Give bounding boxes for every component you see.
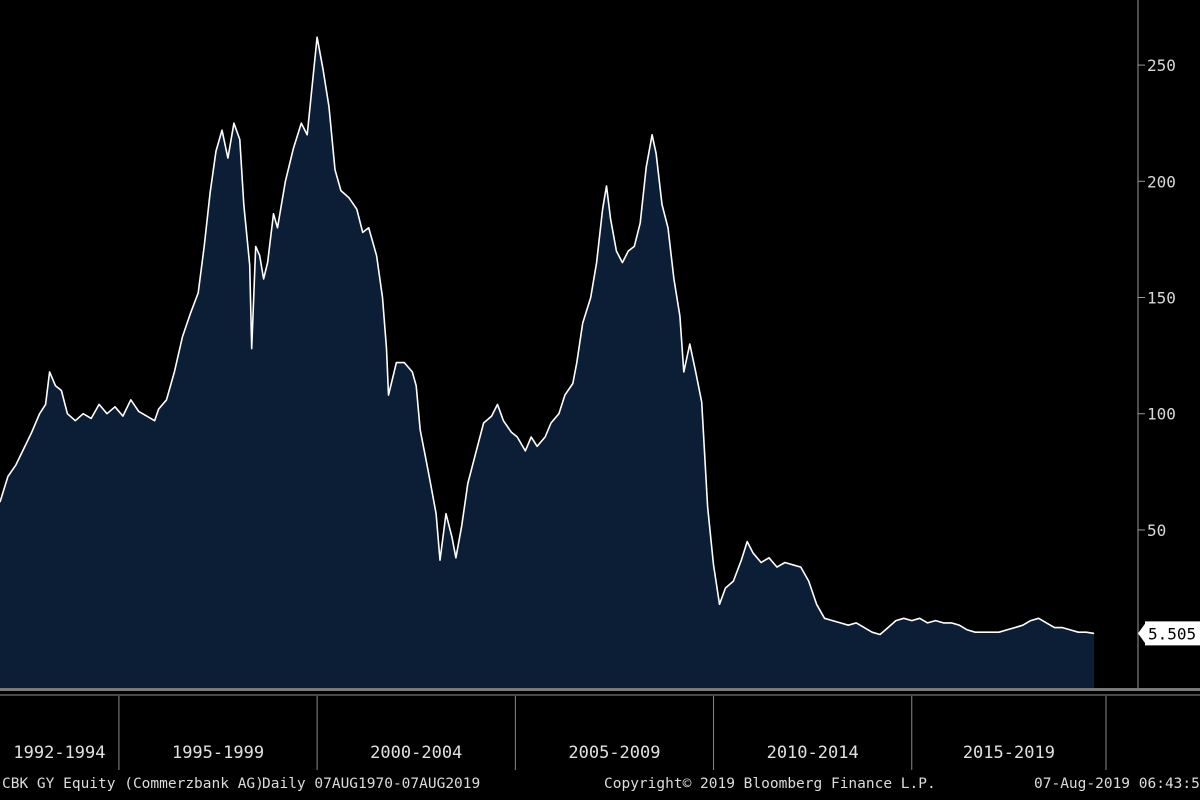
date-range: Daily 07AUG1970-07AUG2019 <box>262 776 481 792</box>
last-value-label: 5.505 <box>1148 624 1196 643</box>
x-axis-underline <box>0 694 1200 696</box>
x-period-label: 2010-2014 <box>767 743 859 763</box>
security-name: CBK GY Equity (Commerzbank AG) <box>2 776 264 792</box>
last-value-pointer <box>1138 622 1146 645</box>
x-period-label: 2015-2019 <box>963 743 1055 763</box>
last-value-box <box>1145 621 1200 646</box>
x-period-label: 1992-1994 <box>13 743 105 763</box>
x-period-label: 2005-2009 <box>568 743 660 763</box>
y-tick-label: 100 <box>1147 405 1176 424</box>
y-tick-label: 150 <box>1147 289 1176 308</box>
price-area <box>0 37 1095 688</box>
last-value-marker: 5.505 <box>1138 621 1200 646</box>
y-tick-label: 50 <box>1147 521 1166 540</box>
copyright: Copyright© 2019 Bloomberg Finance L.P. <box>604 776 936 792</box>
x-period-label: 1995-1999 <box>172 743 264 763</box>
y-axis: 50 100 150 200 250 <box>1137 0 1176 688</box>
x-axis-bar <box>0 688 1200 691</box>
price-chart: 50 100 150 200 250 1992-1994 1995-1999 2000-20… <box>0 0 1200 772</box>
chart-footer: CBK GY Equity (Commerzbank AG) Daily 07A… <box>0 772 1200 800</box>
x-period-label: 2000-2004 <box>370 743 462 763</box>
y-tick-label: 200 <box>1147 172 1176 191</box>
timestamp: 07-Aug-2019 06:43:54 <box>1034 776 1200 792</box>
price-line <box>0 36 1095 636</box>
y-tick-label: 250 <box>1147 56 1176 75</box>
x-axis: 1992-1994 1995-1999 2000-2004 2005-2009 2010… <box>0 688 1200 770</box>
